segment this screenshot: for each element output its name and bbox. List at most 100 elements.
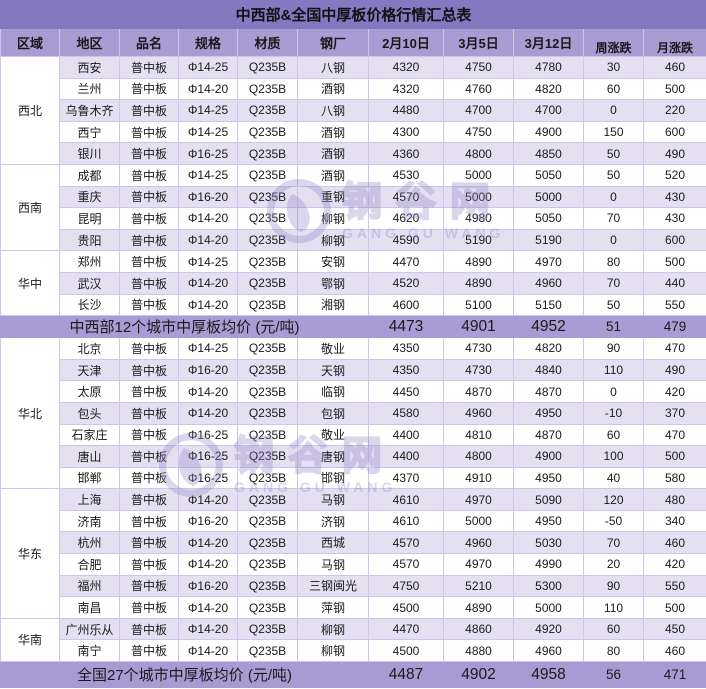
- material-cell: Q235B: [237, 271, 298, 295]
- mill-cell: 柳钢: [297, 207, 369, 230]
- week-change-cell: 110: [583, 358, 644, 382]
- table-row: 乌鲁木齐 普中板 Φ14-25 Q235B 八钢 4480 4700 4700 0 220: [1, 99, 706, 122]
- price-cell: 4320: [368, 77, 444, 101]
- product-cell: 普中板: [119, 120, 179, 144]
- table-row: 武汉 普中板 Φ14-20 Q235B 鄂钢 4520 4890 4960 70 440: [1, 271, 706, 295]
- mill-cell: 马钢: [297, 553, 369, 576]
- price-cell: 4920: [513, 617, 584, 641]
- week-change-cell: 70: [583, 271, 644, 295]
- week-change-cell: 90: [583, 337, 644, 360]
- spec-cell: Φ16-25: [178, 423, 238, 447]
- price-cell: 4360: [368, 142, 444, 165]
- spec-cell: Φ14-20: [178, 228, 238, 252]
- product-cell: 普中板: [119, 639, 179, 663]
- table-row: 福州 普中板 Φ16-20 Q235B 三钢闽光 4750 5210 5300 90 550: [1, 574, 706, 598]
- table-row: 昆明 普中板 Φ14-20 Q235B 柳钢 4620 4980 5050 70 430: [1, 207, 706, 230]
- page-title: 中西部&全国中厚板价格行情汇总表: [0, 0, 706, 29]
- price-cell: 4570: [368, 531, 444, 555]
- price-cell: 5000: [443, 163, 514, 187]
- price-cell: 4990: [513, 553, 584, 576]
- material-cell: Q235B: [237, 142, 298, 165]
- spec-cell: Φ16-20: [178, 509, 238, 533]
- month-change-cell: 460: [643, 639, 706, 663]
- city-cell: 福州: [59, 574, 120, 598]
- city-cell: 昆明: [59, 207, 120, 230]
- table-row: 兰州 普中板 Φ14-20 Q235B 酒钢 4320 4760 4820 60 500: [1, 77, 706, 101]
- spec-cell: Φ14-20: [178, 639, 238, 663]
- spec-cell: Φ14-20: [178, 401, 238, 425]
- price-cell: 4320: [368, 56, 444, 79]
- product-cell: 普中板: [119, 509, 179, 533]
- material-cell: Q235B: [237, 531, 298, 555]
- spec-cell: Φ14-25: [178, 120, 238, 144]
- city-cell: 唐山: [59, 445, 120, 468]
- month-change-cell: 490: [643, 358, 706, 382]
- month-change-cell: 430: [643, 207, 706, 230]
- price-cell: 5090: [513, 488, 584, 511]
- price-cell: 4880: [443, 639, 514, 663]
- table-row: 杭州 普中板 Φ14-20 Q235B 西城 4570 4960 5030 70 460: [1, 531, 706, 555]
- month-change-cell: 460: [643, 56, 706, 79]
- price-cell: 4350: [368, 358, 444, 382]
- city-cell: 长沙: [59, 293, 120, 317]
- price-cell: 4350: [368, 337, 444, 360]
- price-cell: 4870: [513, 380, 584, 403]
- price-cell: 4750: [443, 56, 514, 79]
- price-cell: 5050: [513, 163, 584, 187]
- mill-cell: 柳钢: [297, 617, 369, 641]
- col-header-spec: 规格: [178, 28, 238, 57]
- mill-cell: 湘钢: [297, 293, 369, 317]
- product-cell: 普中板: [119, 293, 179, 317]
- mill-cell: 马钢: [297, 488, 369, 511]
- week-change-cell: 0: [583, 228, 644, 252]
- month-change-cell: 550: [643, 574, 706, 598]
- price-cell: 4870: [443, 380, 514, 403]
- product-cell: 普中板: [119, 185, 179, 209]
- month-change-cell: 420: [643, 553, 706, 576]
- price-cell: 4910: [443, 466, 514, 490]
- product-cell: 普中板: [119, 207, 179, 230]
- month-change-cell: 490: [643, 142, 706, 165]
- mill-cell: 八钢: [297, 99, 369, 122]
- price-cell: 4750: [368, 574, 444, 598]
- region-cell: 西北: [0, 56, 60, 165]
- mill-cell: 济钢: [297, 509, 369, 533]
- price-cell: 4900: [513, 120, 584, 144]
- city-cell: 包头: [59, 401, 120, 425]
- spec-cell: Φ14-25: [178, 99, 238, 122]
- week-change-cell: 0: [583, 185, 644, 209]
- column-header-row: 区域 地区 品名 规格 材质 钢厂 2月10日 3月5日 3月12日 周涨跌 月…: [0, 28, 706, 57]
- table-row: 南宁 普中板 Φ14-20 Q235B 柳钢 4500 4880 4960 80 460: [1, 639, 706, 663]
- city-cell: 西安: [59, 56, 120, 79]
- summary-row: 中西部12个城市中厚板均价 (元/吨) 4473 4901 4952 51 479: [0, 315, 706, 339]
- week-change-cell: 0: [583, 380, 644, 403]
- mill-cell: 酒钢: [297, 142, 369, 165]
- city-cell: 成都: [59, 163, 120, 187]
- product-cell: 普中板: [119, 466, 179, 490]
- region-cell: 华南: [0, 617, 60, 663]
- city-cell: 济南: [59, 509, 120, 533]
- product-cell: 普中板: [119, 56, 179, 79]
- spec-cell: Φ14-20: [178, 293, 238, 317]
- week-change-cell: 70: [583, 531, 644, 555]
- col-header-product: 品名: [119, 28, 179, 57]
- mill-cell: 天钢: [297, 358, 369, 382]
- price-cell: 4890: [443, 596, 514, 619]
- price-cell: 5100: [443, 293, 514, 317]
- price-cell: 4840: [513, 358, 584, 382]
- price-cell: 4850: [513, 142, 584, 165]
- spec-cell: Φ14-20: [178, 488, 238, 511]
- material-cell: Q235B: [237, 99, 298, 122]
- price-cell: 4520: [368, 271, 444, 295]
- material-cell: Q235B: [237, 401, 298, 425]
- spec-cell: Φ14-20: [178, 77, 238, 101]
- city-cell: 郑州: [59, 250, 120, 273]
- mill-cell: 酒钢: [297, 77, 369, 101]
- city-cell: 太原: [59, 380, 120, 403]
- week-change-cell: 0: [583, 99, 644, 122]
- product-cell: 普中板: [119, 142, 179, 165]
- price-cell: 4950: [513, 466, 584, 490]
- price-cell: 5190: [513, 228, 584, 252]
- price-cell: 4610: [368, 488, 444, 511]
